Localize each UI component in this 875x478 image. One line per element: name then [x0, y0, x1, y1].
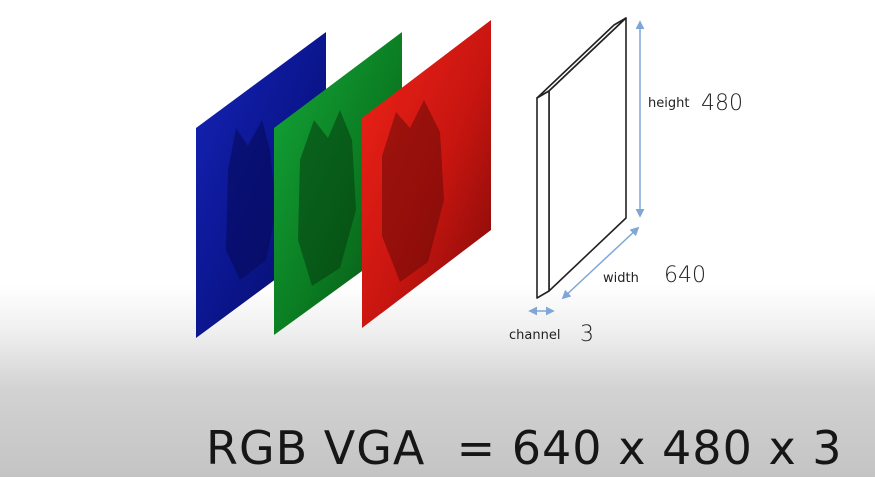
red-cat-silhouette [382, 100, 444, 282]
height-value: 480 [701, 91, 743, 116]
blue-cat-silhouette [226, 120, 276, 280]
green-cat-silhouette [298, 110, 356, 286]
tensor-box-front [536, 90, 550, 299]
channel-label: channel [509, 328, 560, 343]
channel-value: 3 [580, 322, 594, 347]
rgb-vga-formula: RGB VGA = 640 x 480 x 3 [206, 421, 843, 475]
height-label: height [648, 96, 689, 111]
width-arrow [561, 226, 640, 300]
width-value: 640 [664, 263, 706, 288]
width-label: width [603, 271, 639, 286]
tensor-box [536, 17, 627, 299]
